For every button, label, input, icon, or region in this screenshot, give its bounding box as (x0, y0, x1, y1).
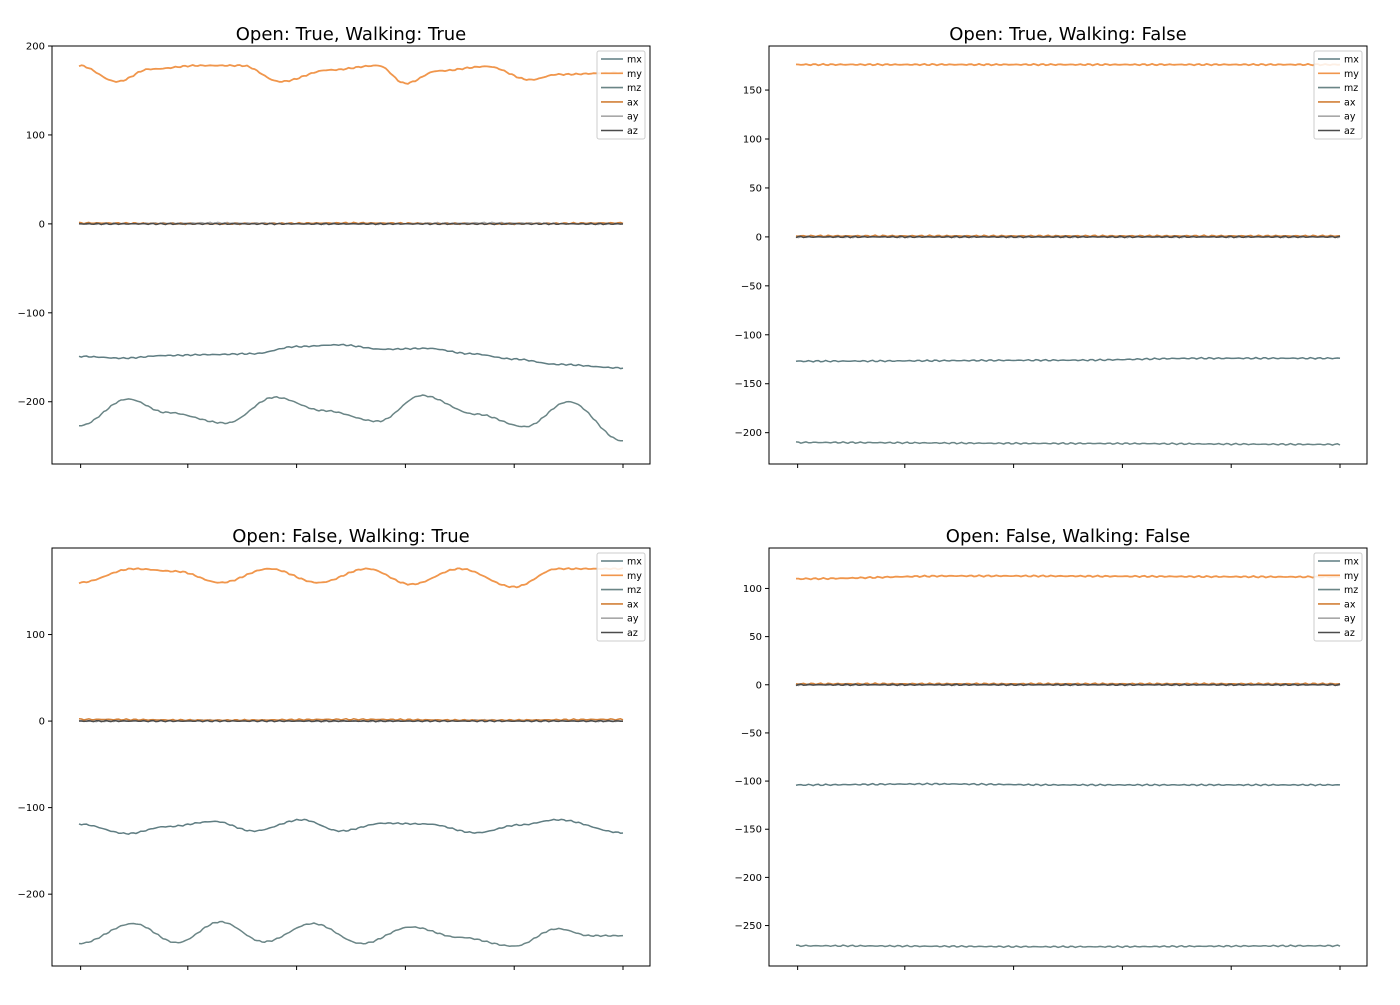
series-line-mx (795, 782, 1341, 787)
chart-panel-2: Open: True, Walking: False −200 −150 −100 −5… (735, 24, 1368, 468)
legend-label-mx: mx (1344, 55, 1359, 66)
series-line-my (78, 64, 624, 85)
chart-title: Open: False, Walking: False (946, 526, 1190, 547)
series-line-az (795, 683, 1341, 687)
legend-label-mx: mx (627, 557, 642, 568)
axes-frame (768, 547, 1368, 967)
legend-label-ay: ay (627, 614, 639, 625)
y-tick-label: 0 (39, 717, 45, 728)
legend-label-az: az (1344, 628, 1355, 639)
chart-panel-1: Open: True, Walking: True −200 −100 0 100 200… (18, 24, 651, 468)
series-line-ax (795, 234, 1341, 238)
y-tick-label: 100 (26, 630, 45, 641)
legend-label-az: az (627, 628, 638, 639)
y-tick-label: −150 (735, 825, 762, 836)
y-tick-label: 100 (743, 584, 762, 595)
y-tick-label: −50 (741, 281, 762, 292)
legend-label-ax: ax (1344, 97, 1356, 108)
legend-label-mz: mz (627, 83, 641, 94)
series-line-mx (78, 818, 624, 835)
legend-label-my: my (627, 571, 642, 582)
legend-label-my: my (1344, 571, 1359, 582)
legend-label-ay: ay (627, 112, 639, 123)
chart-panel-3: Open: False, Walking: True −200 −100 0 100 mx… (18, 526, 651, 970)
series-line-az (78, 719, 623, 723)
legend-label-ax: ax (1344, 599, 1356, 610)
legend: mx my mz ax ay az (596, 552, 646, 642)
series-line-mz (796, 944, 1341, 949)
y-tick-label: −100 (735, 330, 762, 341)
y-tick-label: −100 (18, 308, 45, 319)
chart-title: Open: True, Walking: True (236, 24, 467, 45)
legend-label-mx: mx (1344, 557, 1359, 568)
y-tick-label: −250 (735, 921, 762, 932)
y-tick-label: −150 (735, 379, 762, 390)
y-tick-label: 0 (39, 219, 45, 230)
chart-title: Open: True, Walking: False (949, 24, 1186, 45)
series-line-mx (795, 356, 1341, 363)
legend: mx my mz ax ay az (1313, 552, 1363, 642)
legend-label-mz: mz (627, 585, 641, 596)
series-line-az (78, 222, 624, 226)
legend-label-mx: mx (627, 55, 642, 66)
series-line-mx (78, 343, 624, 370)
legend-label-mz: mz (1344, 585, 1358, 596)
legend: mx my mz ax ay az (1313, 50, 1363, 140)
legend-label-my: my (1344, 69, 1359, 80)
series-line-mz (78, 920, 624, 947)
series-line-az (795, 235, 1341, 239)
series-line-mz (795, 441, 1341, 446)
y-tick-label: 100 (743, 134, 762, 145)
y-tick-label: 0 (756, 680, 762, 691)
legend-label-ay: ay (1344, 112, 1356, 123)
legend-label-az: az (1344, 126, 1355, 137)
legend-label-ay: ay (1344, 614, 1356, 625)
y-tick-label: 50 (749, 183, 762, 194)
y-tick-label: 50 (749, 632, 762, 643)
chart-panel-4: Open: False, Walking: False −250 −200 −150 −… (735, 526, 1368, 970)
legend: mx my mz ax ay az (596, 50, 646, 140)
axes-frame (51, 547, 651, 967)
series-line-mz (79, 394, 623, 442)
y-tick-label: 200 (26, 42, 45, 53)
y-tick-label: 0 (756, 232, 762, 243)
y-tick-label: −100 (18, 803, 45, 814)
legend-label-mz: mz (1344, 83, 1358, 94)
legend-label-my: my (627, 69, 642, 80)
series-line-my (795, 62, 1341, 67)
y-tick-label: −100 (735, 777, 762, 788)
y-tick-label: 100 (26, 130, 45, 141)
series-line-my (78, 567, 624, 589)
axes-frame (768, 45, 1368, 465)
y-tick-label: −50 (741, 728, 762, 739)
y-tick-label: −200 (18, 890, 45, 901)
y-tick-label: −200 (735, 428, 762, 439)
legend-label-ax: ax (627, 599, 639, 610)
y-tick-label: −200 (18, 397, 45, 408)
y-tick-label: −200 (735, 873, 762, 884)
series-line-my (796, 574, 1341, 581)
y-tick-label: 150 (743, 86, 762, 97)
legend-label-ax: ax (627, 97, 639, 108)
axes-frame (51, 45, 651, 465)
series-line-ax (795, 682, 1341, 686)
chart-title: Open: False, Walking: True (232, 526, 469, 547)
legend-label-az: az (627, 126, 638, 137)
